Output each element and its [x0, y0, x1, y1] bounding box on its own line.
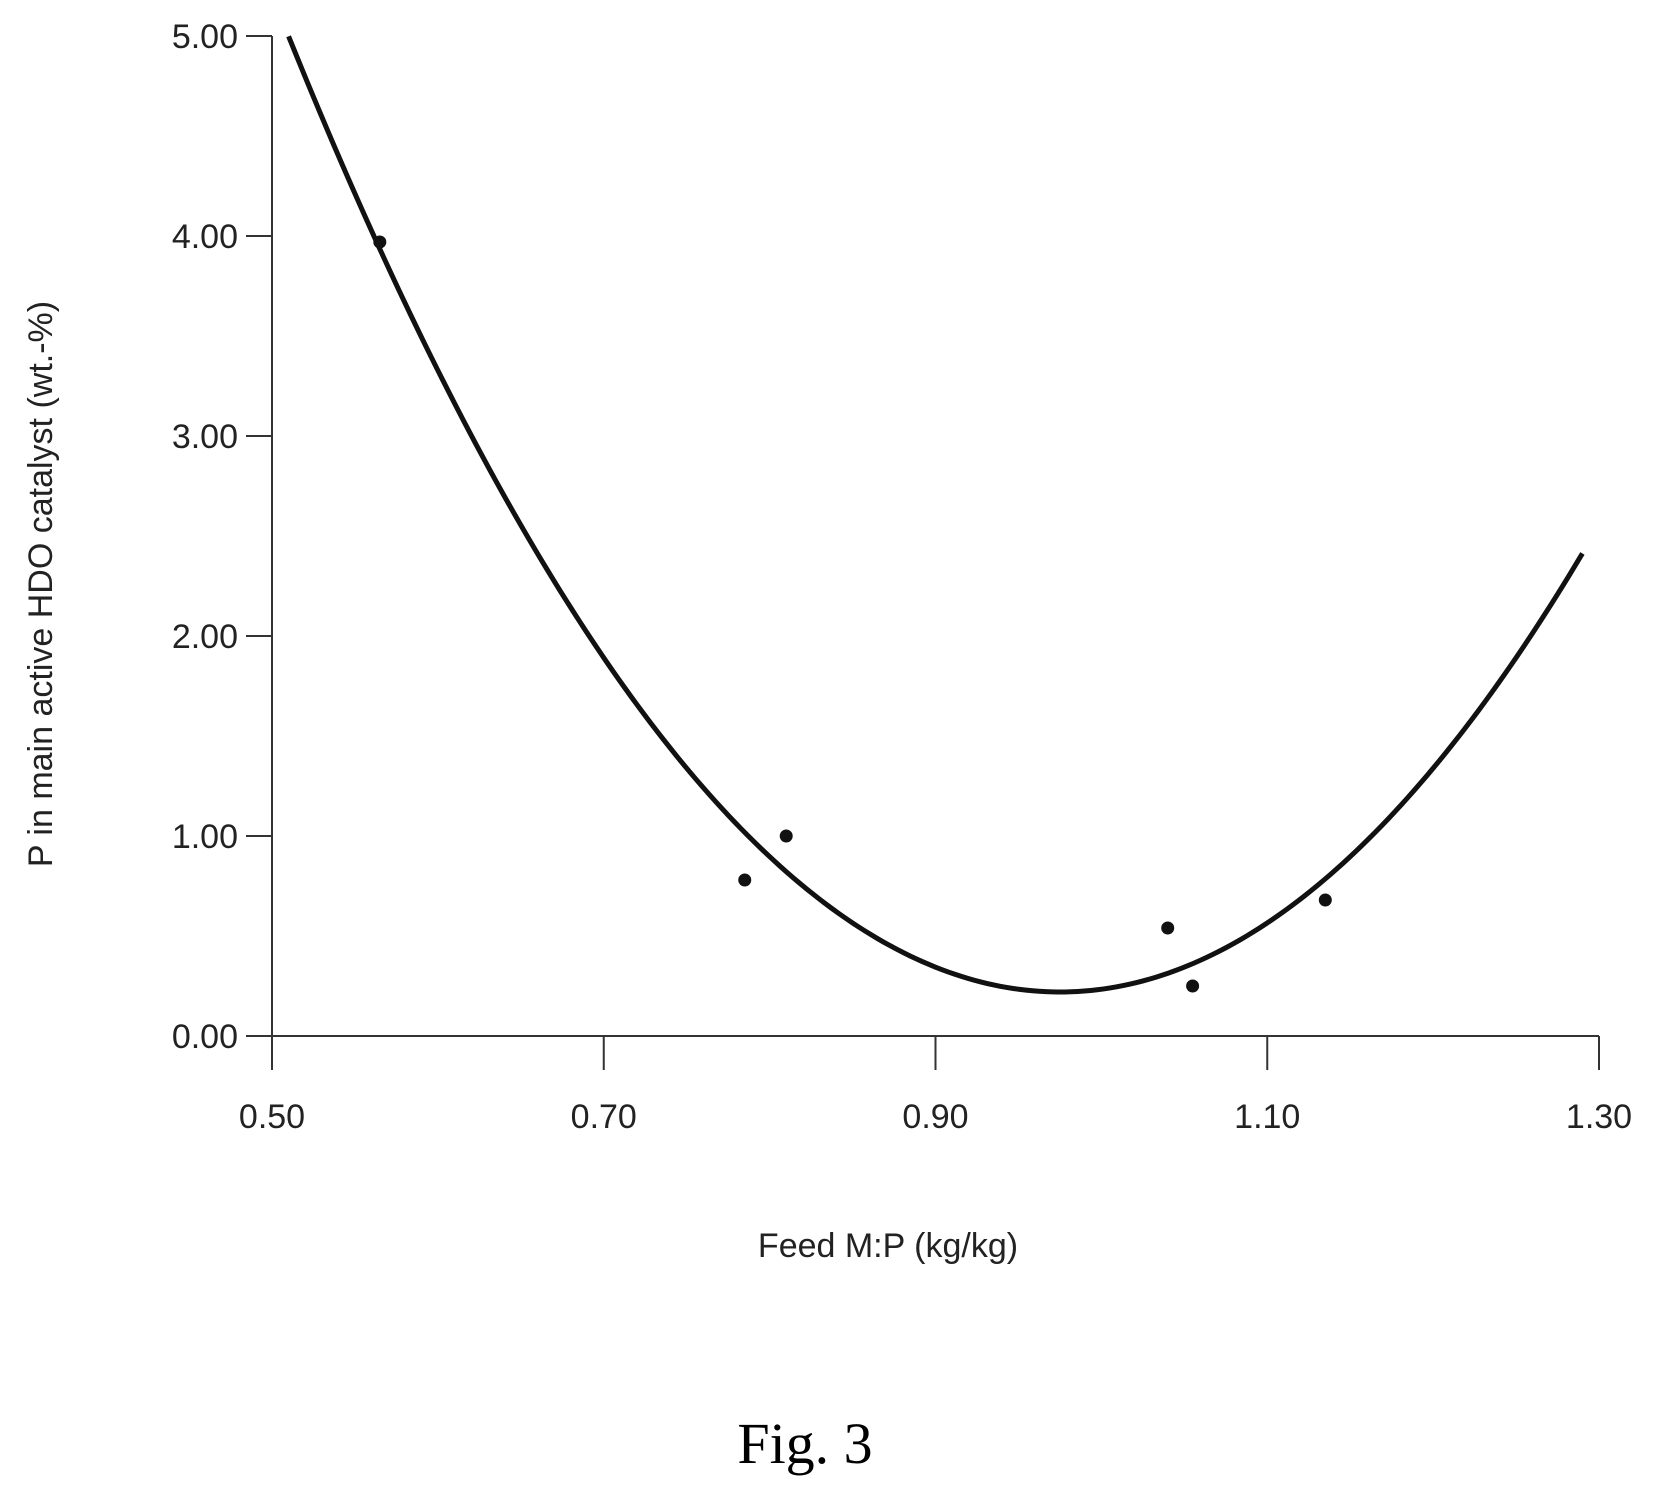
y-tick-label: 5.00 [172, 18, 238, 56]
ticks: 0.00 1.00 2.00 3.00 4.00 5.00 0.50 0.70 0.90 1.10… [172, 18, 1632, 1136]
axes [271, 36, 1599, 1037]
y-tick-label: 0.00 [172, 1018, 238, 1056]
x-tick-label: 1.10 [1234, 1098, 1300, 1136]
y-tick-label: 4.00 [172, 218, 238, 256]
y-tick-label: 3.00 [172, 418, 238, 456]
x-tick-label: 0.50 [239, 1098, 305, 1136]
y-tick-label: 1.00 [172, 818, 238, 856]
data-point-3 [779, 829, 793, 843]
data-point-2 [738, 873, 752, 887]
fit-curve-layer [286, 35, 1585, 995]
data-point-6 [1318, 893, 1332, 907]
data-point-1 [373, 235, 387, 249]
figure-caption: Fig. 3 [737, 1411, 872, 1476]
x-tick-label: 0.90 [902, 1098, 968, 1136]
x-tick-label: 0.70 [571, 1098, 637, 1136]
data-point-5 [1186, 979, 1200, 993]
y-axis-title: P in main active HDO catalyst (wt.-%) [22, 301, 60, 867]
y-tick-label: 2.00 [172, 618, 238, 656]
fit-curve [286, 35, 1585, 995]
x-tick-label: 1.30 [1566, 1098, 1632, 1136]
data-point-4 [1161, 921, 1175, 935]
data-points-layer [373, 235, 1332, 993]
x-axis-title: Feed M:P (kg/kg) [758, 1227, 1018, 1265]
